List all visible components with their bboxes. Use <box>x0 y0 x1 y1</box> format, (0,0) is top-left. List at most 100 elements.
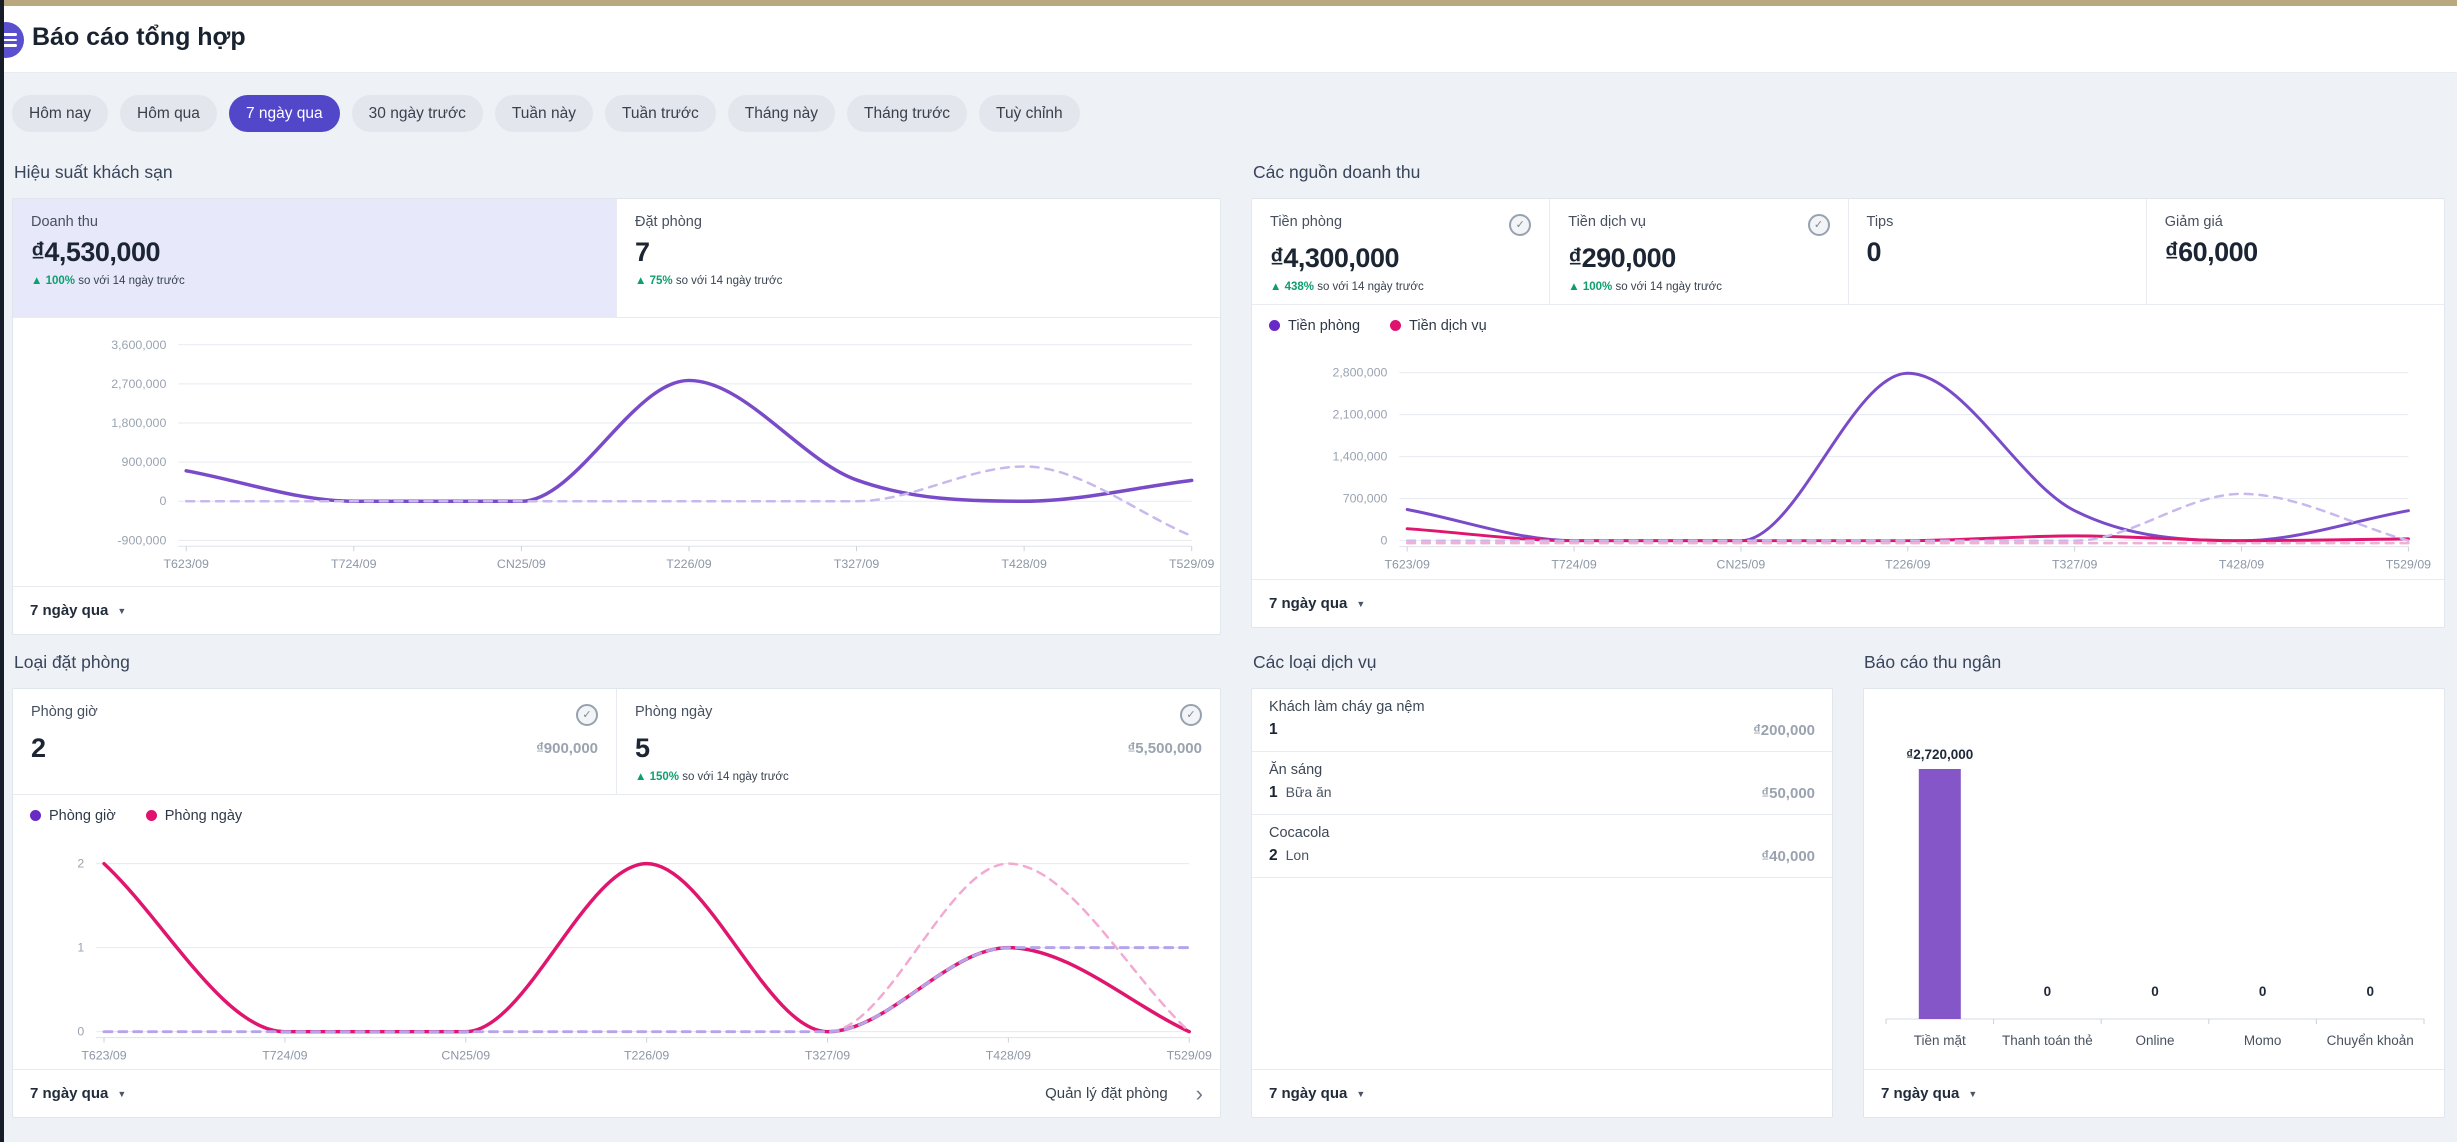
panel-booking-types: Phòng giờ ✓ 2 ₫900,000 Phòng ngày ✓ 5 ₫5,500,00… <box>12 688 1221 1118</box>
legend-dot <box>30 810 41 822</box>
filter-tuy-chinh[interactable]: Tuỳ chỉnh <box>979 95 1080 132</box>
svg-text:2,800,000: 2,800,000 <box>1332 365 1387 379</box>
page-header: Báo cáo tổng hợp <box>0 6 2457 73</box>
stat-value: 0 <box>1866 237 1882 267</box>
cashier-report-chart: ₫2,720,000 Tiền mặt 0 Thanh toán thẻ 0 Online… <box>1885 747 2425 1048</box>
stat-label: Đặt phòng <box>635 214 702 230</box>
section-title-service-types: Các loại dịch vụ <box>1253 652 1377 672</box>
svg-text:T327/09: T327/09 <box>834 557 880 571</box>
filter-hom-nay[interactable]: Hôm nay <box>12 95 109 132</box>
filter-bar: Hôm nay Hôm qua 7 ngày qua 30 ngày trước Tuầ… <box>12 95 1080 132</box>
stat-delta: ▲ 100% so với 14 ngày trước <box>1568 281 1722 293</box>
hotel-performance-footer: 7 ngày qua ▼ <box>13 586 1220 634</box>
svg-text:T428/09: T428/09 <box>986 1048 1031 1062</box>
manage-bookings-link[interactable]: Quản lý đặt phòng › <box>1045 1080 1203 1106</box>
chevron-down-icon: ▼ <box>1356 1088 1366 1099</box>
svg-text:2,700,000: 2,700,000 <box>111 377 166 391</box>
stat-label: Phòng ngày <box>635 704 713 720</box>
svg-text:T226/09: T226/09 <box>1885 557 1930 571</box>
stat-label: Tips <box>1866 214 1894 230</box>
section-title-cashier-report: Báo cáo thu ngân <box>1864 652 2002 672</box>
stat-giam-gia[interactable]: Giảm giá ₫60,000 <box>2147 199 2444 304</box>
booking-types-stats: Phòng giờ ✓ 2 ₫900,000 Phòng ngày ✓ 5 ₫5,500,00… <box>13 689 1220 795</box>
stat-at-phong[interactable]: Đặt phòng 7 ▲ 75% so với 14 ngày trước <box>617 199 1220 317</box>
legend-phong-ngay: Phòng ngày <box>145 808 242 824</box>
stat-doanh-thu[interactable]: Doanh thu ₫4,530,000 ▲ 100% so với 14 ngày… <box>13 199 617 317</box>
svg-text:0: 0 <box>2151 984 2159 999</box>
stat-tien-phong[interactable]: Tiền phòng ✓ ₫4,300,000 ▲ 438% so với 14 ng… <box>1252 199 1551 304</box>
panel-hotel-performance: Doanh thu ₫4,530,000 ▲ 100% so với 14 ngày… <box>12 198 1221 635</box>
svg-text:2,100,000: 2,100,000 <box>1332 407 1387 421</box>
svg-text:CN25/09: CN25/09 <box>497 557 546 571</box>
svg-text:CN25/09: CN25/09 <box>1717 557 1766 571</box>
svg-text:0: 0 <box>2259 984 2267 999</box>
svg-text:T428/09: T428/09 <box>2219 557 2264 571</box>
svg-text:Online: Online <box>2135 1033 2174 1048</box>
booking-types-chart: 2 1 0 T623/09 T724/09 CN25/09 T226/09 T327/09 T4… <box>77 856 1212 1062</box>
page-title: Báo cáo tổng hợp <box>32 23 246 51</box>
stat-value: ₫290,000 <box>1568 243 1676 273</box>
stat-tips[interactable]: Tips 0 <box>1849 199 2147 304</box>
check-circle-icon[interactable]: ✓ <box>1509 214 1532 236</box>
stat-amount: ₫900,000 <box>536 740 598 757</box>
chevron-right-icon: › <box>1195 1080 1203 1106</box>
revenue-sources-footer: 7 ngày qua ▼ <box>1252 579 2444 627</box>
svg-text:T623/09: T623/09 <box>1385 557 1430 571</box>
hotel-performance-stats: Doanh thu ₫4,530,000 ▲ 100% so với 14 ngày… <box>13 199 1220 318</box>
panel-revenue-sources: Tiền phòng ✓ ₫4,300,000 ▲ 438% so với 14 ng… <box>1251 198 2445 628</box>
stat-phong-ngay[interactable]: Phòng ngày ✓ 5 ₫5,500,000 ▲ 150% so với 14 n… <box>617 689 1220 794</box>
stat-label: Tiền dịch vụ <box>1568 214 1646 230</box>
revenue-sources-legend: Tiền phòng Tiền dịch vụ <box>1252 305 2444 344</box>
svg-text:T226/09: T226/09 <box>666 557 712 571</box>
sidebar-edge <box>0 0 4 1142</box>
legend-dot <box>145 810 157 822</box>
period-dropdown[interactable]: 7 ngày qua ▼ <box>1269 1085 1366 1102</box>
filter-7-ngay-qua[interactable]: 7 ngày qua <box>228 95 340 132</box>
period-dropdown[interactable]: 7 ngày qua ▼ <box>30 1085 127 1102</box>
service-item-cocacola: Cocacola 2 Lon ₫40,000 <box>1252 815 1832 878</box>
svg-text:T724/09: T724/09 <box>262 1048 307 1062</box>
stat-value: 7 <box>635 237 650 267</box>
stat-label: Tiền phòng <box>1270 214 1343 230</box>
filter-tuan-truoc[interactable]: Tuần trước <box>604 95 716 132</box>
filter-30-ngay-truoc[interactable]: 30 ngày trước <box>351 95 483 132</box>
stat-label: Giảm giá <box>2164 214 2223 230</box>
section-title-booking-types: Loại đặt phòng <box>14 652 130 672</box>
period-dropdown[interactable]: 7 ngày qua ▼ <box>1269 595 1366 612</box>
period-dropdown[interactable]: 7 ngày qua ▼ <box>30 602 127 619</box>
check-circle-icon[interactable]: ✓ <box>1807 214 1830 236</box>
filter-thang-truoc[interactable]: Tháng trước <box>847 95 968 132</box>
filter-hom-qua[interactable]: Hôm qua <box>120 95 217 132</box>
svg-text:₫2,720,000: ₫2,720,000 <box>1906 747 1973 762</box>
cashier-report-footer: 7 ngày qua ▼ <box>1864 1069 2444 1117</box>
stat-phong-gio[interactable]: Phòng giờ ✓ 2 ₫900,000 <box>13 689 617 794</box>
stat-value: ₫4,530,000 <box>31 237 160 267</box>
panel-service-types: Khách làm cháy ga nệm 1 ₫200,000 Ăn sáng 1 Bữ… <box>1251 688 1833 1118</box>
stat-label: Phòng giờ <box>31 704 98 720</box>
period-dropdown[interactable]: 7 ngày qua ▼ <box>1881 1085 1978 1102</box>
svg-text:T428/09: T428/09 <box>1001 557 1047 571</box>
service-types-footer: 7 ngày qua ▼ <box>1252 1069 1832 1117</box>
stat-delta: ▲ 75% so với 14 ngày trước <box>635 275 783 287</box>
svg-text:1,400,000: 1,400,000 <box>1332 449 1387 463</box>
check-circle-icon[interactable]: ✓ <box>1180 704 1202 726</box>
filter-tuan-nay[interactable]: Tuần này <box>494 95 593 132</box>
chevron-down-icon: ▼ <box>1356 598 1366 609</box>
filter-thang-nay[interactable]: Tháng này <box>727 95 836 132</box>
legend-dot <box>1269 320 1280 332</box>
booking-types-legend: Phòng giờ Phòng ngày <box>13 795 1220 834</box>
stat-value: 5 <box>635 733 650 763</box>
legend-tien-phong: Tiền phòng <box>1269 318 1360 334</box>
stat-tien-dich-vu[interactable]: Tiền dịch vụ ✓ ₫290,000 ▲ 100% so với 14 ng… <box>1550 199 1849 304</box>
legend-phong-gio: Phòng giờ <box>30 808 116 824</box>
svg-text:0: 0 <box>159 494 166 508</box>
svg-text:T327/09: T327/09 <box>2052 557 2097 571</box>
service-list: Khách làm cháy ga nệm 1 ₫200,000 Ăn sáng 1 Bữ… <box>1252 689 1832 878</box>
check-circle-icon[interactable]: ✓ <box>576 704 598 726</box>
svg-text:Chuyển khoản: Chuyển khoản <box>2327 1033 2414 1048</box>
legend-dot <box>1390 320 1402 332</box>
svg-text:0: 0 <box>77 1024 84 1038</box>
svg-text:Thanh toán thẻ: Thanh toán thẻ <box>2002 1033 2093 1048</box>
svg-text:3,600,000: 3,600,000 <box>111 338 166 352</box>
stat-amount: ₫5,500,000 <box>1127 740 1202 757</box>
